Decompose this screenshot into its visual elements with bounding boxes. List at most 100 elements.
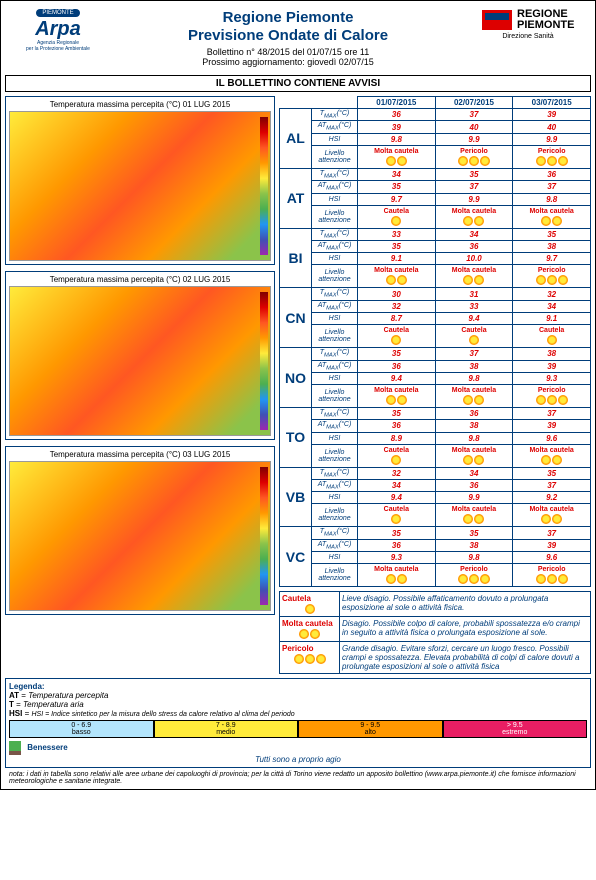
- level-label: Livelloattenzione: [312, 205, 358, 228]
- tmax-value: 31: [435, 288, 513, 300]
- color-scale: [260, 117, 268, 255]
- sun-icon: [391, 216, 401, 226]
- sun-icon: [536, 574, 546, 584]
- sun-icon: [463, 395, 473, 405]
- tmax-value: 37: [435, 348, 513, 360]
- sun-icon: [397, 574, 407, 584]
- atmax-value: 38: [513, 240, 591, 252]
- atmax-value: 35: [358, 240, 436, 252]
- level-cell: Molta cautela: [513, 205, 591, 228]
- date-header: 02/07/2015: [435, 97, 513, 109]
- tmax-value: 34: [435, 467, 513, 479]
- sun-icon: [469, 335, 479, 345]
- sun-icon: [305, 604, 315, 614]
- sun-icon: [474, 395, 484, 405]
- tmax-value: 37: [513, 527, 591, 539]
- tmax-value: 36: [435, 407, 513, 419]
- bulletin-page: PIEMONTE Arpa Agenzia Regionaleper la Pr…: [0, 0, 596, 790]
- province-code: CN: [280, 288, 312, 348]
- sun-icon: [463, 455, 473, 465]
- sun-icon: [391, 455, 401, 465]
- tmax-value: 35: [435, 527, 513, 539]
- sun-icon: [474, 514, 484, 524]
- atmax-value: 34: [513, 300, 591, 312]
- metric-hsi: HSI: [312, 492, 358, 504]
- sun-icon: [458, 156, 468, 166]
- color-scale: [260, 292, 268, 430]
- hsi-value: 9.9: [435, 492, 513, 504]
- tmax-value: 32: [358, 467, 436, 479]
- level-cell: Pericolo: [513, 384, 591, 407]
- header-center: Regione Piemonte Previsione Ondate di Ca…: [111, 9, 465, 67]
- province-code: AL: [280, 109, 312, 169]
- date-header: 03/07/2015: [513, 97, 591, 109]
- hsi-value: 9.9: [513, 133, 591, 145]
- atmax-value: 38: [435, 420, 513, 432]
- hsi-value: 9.9: [435, 133, 513, 145]
- level-cell: Molta cautela: [513, 504, 591, 527]
- legend-level-desc: Disagio. Possibile colpo di calore, prob…: [340, 617, 591, 642]
- level-cell: Pericolo: [435, 145, 513, 168]
- level-cell: Pericolo: [435, 564, 513, 587]
- sun-icon: [558, 574, 568, 584]
- level-label: Livelloattenzione: [312, 325, 358, 348]
- level-cell: Cautela: [358, 325, 436, 348]
- level-cell: Pericolo: [513, 145, 591, 168]
- sun-icon: [469, 156, 479, 166]
- warning-banner: IL BOLLETTINO CONTIENE AVVISI: [5, 75, 591, 92]
- level-cell: Molta cautela: [435, 265, 513, 288]
- forecast-table: 01/07/201502/07/201503/07/2015 AL TMAX(°C…: [279, 96, 591, 587]
- province-code: VC: [280, 527, 312, 587]
- sun-icon: [397, 395, 407, 405]
- atmax-value: 36: [358, 539, 436, 551]
- sun-icon: [536, 275, 546, 285]
- metric-atmax: ATMAX(°C): [312, 121, 358, 133]
- data-table-column: 01/07/201502/07/201503/07/2015 AL TMAX(°C…: [279, 96, 591, 674]
- sun-icon: [552, 216, 562, 226]
- atmax-value: 36: [358, 420, 436, 432]
- atmax-value: 36: [435, 480, 513, 492]
- atmax-value: 37: [513, 181, 591, 193]
- sun-icon: [391, 335, 401, 345]
- sun-icon: [463, 275, 473, 285]
- sun-icon: [536, 156, 546, 166]
- tmax-value: 33: [358, 228, 436, 240]
- level-label: Livelloattenzione: [312, 384, 358, 407]
- arpa-badge: PIEMONTE: [36, 9, 79, 17]
- levels-legend-table: Cautela Lieve disagio. Possibile affatic…: [279, 591, 591, 674]
- date-header: 01/07/2015: [358, 97, 436, 109]
- arpa-logo: PIEMONTE Arpa Agenzia Regionaleper la Pr…: [13, 9, 103, 59]
- tmax-value: 35: [358, 407, 436, 419]
- atmax-value: 39: [513, 539, 591, 551]
- hsi-scale-cell: > 9.5estremo: [443, 720, 588, 738]
- legend-title: Legenda:: [9, 682, 587, 691]
- map-title: Temperatura massima percepita (°C) 02 LU…: [9, 275, 271, 284]
- sun-icon: [397, 275, 407, 285]
- metric-atmax: ATMAX(°C): [312, 360, 358, 372]
- sun-icon: [310, 629, 320, 639]
- map-title: Temperatura massima percepita (°C) 03 LU…: [9, 450, 271, 459]
- tmax-value: 36: [358, 109, 436, 121]
- regione-logo: REGIONEPIEMONTE Direzione Sanità: [473, 9, 583, 40]
- tmax-value: 34: [435, 228, 513, 240]
- tmax-value: 35: [358, 348, 436, 360]
- metric-tmax: TMAX(°C): [312, 288, 358, 300]
- level-cell: Cautela: [358, 205, 436, 228]
- tmax-value: 37: [513, 407, 591, 419]
- metric-hsi: HSI: [312, 313, 358, 325]
- level-cell: Molta cautela: [358, 564, 436, 587]
- sun-icon: [536, 395, 546, 405]
- sun-icon: [294, 654, 304, 664]
- metric-tmax: TMAX(°C): [312, 467, 358, 479]
- level-cell: Cautela: [513, 325, 591, 348]
- legend-level-label: Cautela: [280, 592, 340, 617]
- atmax-value: 34: [358, 480, 436, 492]
- metric-tmax: TMAX(°C): [312, 348, 358, 360]
- title-forecast: Previsione Ondate di Calore: [111, 27, 465, 45]
- legend-level-label: Molta cautela: [280, 617, 340, 642]
- hsi-value: 8.9: [358, 432, 436, 444]
- metric-atmax: ATMAX(°C): [312, 420, 358, 432]
- level-cell: Molta cautela: [358, 265, 436, 288]
- flag-icon: [482, 10, 512, 30]
- level-cell: Molta cautela: [435, 504, 513, 527]
